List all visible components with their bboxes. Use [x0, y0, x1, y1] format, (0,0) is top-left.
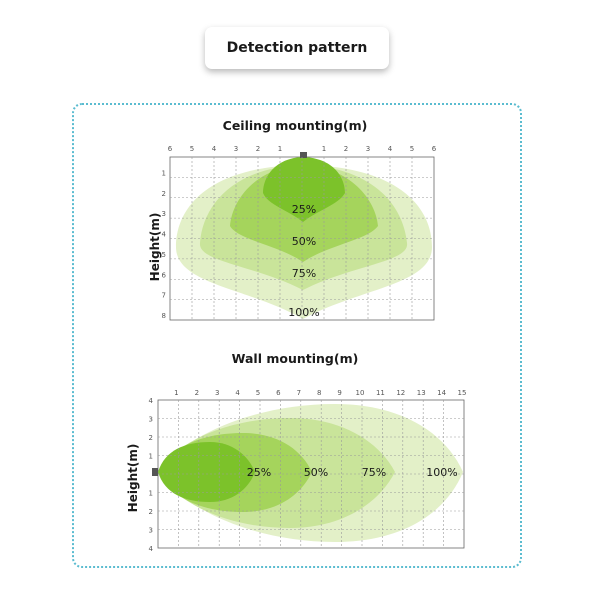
ceiling-y-tick: 5 — [162, 251, 166, 259]
ceiling-y-tick: 7 — [162, 292, 166, 300]
wall-x-tick: 13 — [417, 389, 426, 397]
ceiling-zone-100-label: 100% — [288, 306, 319, 319]
ceiling-y-tick: 6 — [162, 271, 167, 279]
wall-x-tick: 6 — [276, 389, 281, 397]
wall-zone-25-label: 25% — [247, 466, 271, 479]
wall-x-tick: 7 — [297, 389, 301, 397]
wall-y-axis-label: Height(m) — [126, 444, 140, 513]
wall-x-tick: 9 — [337, 389, 341, 397]
wall-y-tick: 3 — [149, 527, 153, 535]
ceiling-mounting-title: Ceiling mounting(m) — [222, 118, 368, 133]
ceiling-x-tick: 4 — [388, 145, 393, 153]
wall-y-tick: 4 — [149, 397, 154, 405]
ceiling-y-tick: 3 — [162, 210, 166, 218]
wall-y-tick: 1 — [149, 490, 153, 498]
wall-x-tick: 3 — [215, 389, 219, 397]
wall-mounting-title: Wall mounting(m) — [231, 351, 359, 366]
ceiling-y-tick: 8 — [162, 312, 166, 320]
wall-x-tick: 8 — [317, 389, 321, 397]
ceiling-diagram: 6 5 4 3 2 1 1 2 3 4 5 6 1 2 3 4 5 6 7 8 Height(m) 25% 50% 75… — [148, 145, 437, 321]
ceiling-y-tick: 1 — [162, 169, 166, 177]
wall-y-tick: 2 — [149, 508, 153, 516]
ceiling-y-axis-label: Height(m) — [148, 213, 162, 282]
wall-x-tick: 4 — [235, 389, 240, 397]
ceiling-x-tick: 3 — [366, 145, 370, 153]
ceiling-x-tick: 4 — [212, 145, 217, 153]
ceiling-x-tick: 6 — [168, 145, 173, 153]
wall-x-tick: 10 — [356, 389, 365, 397]
wall-y-tick: 3 — [149, 416, 153, 424]
diagram-frame — [72, 103, 522, 568]
ceiling-y-tick: 2 — [162, 190, 166, 198]
ceiling-zone-25 — [263, 157, 345, 222]
detection-pattern-title: Detection pattern — [205, 27, 389, 69]
wall-zone-50-label: 50% — [304, 466, 328, 479]
wall-y-tick: 4 — [149, 545, 154, 553]
ceiling-x-tick: 1 — [278, 145, 282, 153]
wall-x-tick: 14 — [437, 389, 446, 397]
wall-x-tick: 12 — [396, 389, 405, 397]
wall-x-tick: 5 — [256, 389, 260, 397]
wall-zone-25 — [158, 442, 255, 502]
wall-x-tick: 1 — [174, 389, 178, 397]
ceiling-x-tick: 6 — [432, 145, 437, 153]
wall-x-tick: 15 — [458, 389, 467, 397]
ceiling-zone-25-label: 25% — [292, 203, 316, 216]
ceiling-x-tick: 2 — [256, 145, 260, 153]
ceiling-x-tick: 3 — [234, 145, 238, 153]
wall-zone-100-label: 100% — [426, 466, 457, 479]
ceiling-zone-50-label: 50% — [292, 235, 316, 248]
ceiling-sensor-icon — [300, 152, 307, 158]
ceiling-x-tick: 5 — [410, 145, 414, 153]
wall-x-tick: 2 — [195, 389, 199, 397]
wall-y-tick: 1 — [149, 453, 153, 461]
wall-x-tick: 11 — [376, 389, 385, 397]
ceiling-y-tick: 4 — [162, 231, 167, 239]
ceiling-zone-75-label: 75% — [292, 267, 316, 280]
wall-sensor-icon — [152, 468, 158, 476]
wall-zone-75-label: 75% — [362, 466, 386, 479]
ceiling-x-tick: 2 — [344, 145, 348, 153]
ceiling-x-tick: 1 — [322, 145, 326, 153]
ceiling-x-tick: 5 — [190, 145, 194, 153]
wall-y-tick: 2 — [149, 434, 153, 442]
